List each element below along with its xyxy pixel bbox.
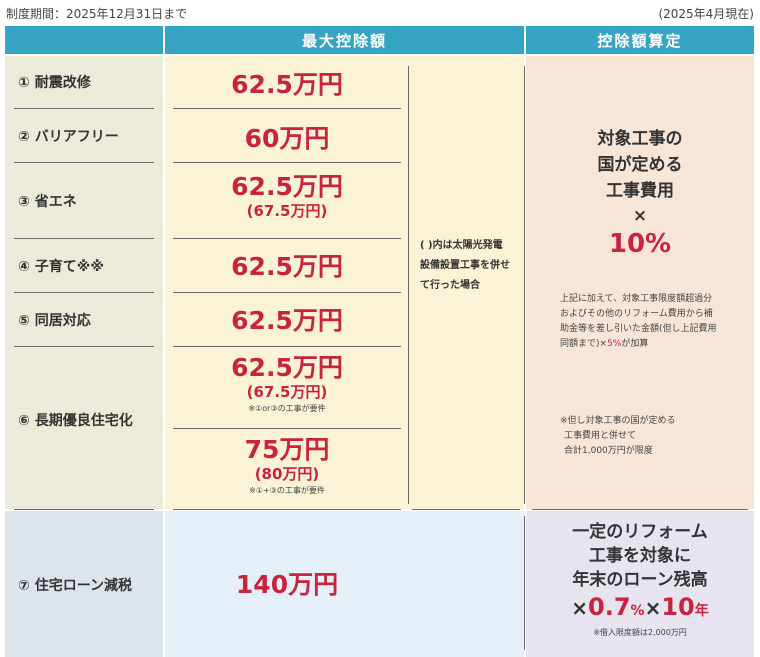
amount-value: 62.5万円 <box>231 306 343 335</box>
limit-note-line: 合計1,000万円が限度 <box>564 446 653 456</box>
amount-seismic: 62.5万円 <box>173 70 401 100</box>
loan-years: 10 <box>661 593 695 621</box>
divider <box>173 346 401 347</box>
divider <box>173 162 401 163</box>
item-child-rearing: ④ 子育て※※ <box>18 259 104 275</box>
loan-limit-note: ※借入限度額は2,000万円 <box>593 628 687 637</box>
loan-item-cell <box>5 511 163 657</box>
divider <box>173 238 401 239</box>
loan-line: 年末のローン残高 <box>572 570 708 590</box>
amount-solar-value: (67.5万円) <box>246 202 328 220</box>
item-energy-saving: ③ 省エネ <box>18 194 77 210</box>
times-sign: × <box>644 596 662 620</box>
loan-years-unit: 年 <box>694 603 709 619</box>
amount-child-rearing: 62.5万円 <box>173 252 401 282</box>
amount-value: 62.5万円 <box>231 353 343 382</box>
item-barrier-free: ② バリアフリー <box>18 129 119 145</box>
formula-line: 国が定める <box>597 155 683 175</box>
header-blank <box>5 26 163 54</box>
divider <box>14 108 154 109</box>
amount-value: 62.5万円 <box>231 252 343 281</box>
header-max-deduction: 最大控除額 <box>165 26 524 54</box>
divider <box>408 66 409 504</box>
loan-amount-cell <box>165 511 524 657</box>
loan-rate: 0.7 <box>588 593 631 621</box>
divider <box>524 66 525 504</box>
amount-solar-value: (80万円) <box>254 465 320 483</box>
amount-long-term-b: 75万円 (80万円) ※①+③の工事が要件 <box>173 435 401 496</box>
item-column <box>5 56 163 509</box>
item-mortgage-tax: ⑦ 住宅ローン減税 <box>18 578 133 594</box>
amount-mortgage: 140万円 <box>173 570 401 600</box>
divider <box>14 292 154 293</box>
formula-times: × <box>632 206 648 226</box>
amount-value: 140万円 <box>235 570 339 599</box>
item-cohabitation: ⑤ 同居対応 <box>18 313 91 329</box>
limit-note-line: ※但し対象工事の国が定める <box>560 416 676 426</box>
amount-value: 60万円 <box>244 124 330 153</box>
limit-note: ※但し対象工事の国が定める 工事費用と併せて 合計1,000万円が限度 <box>560 414 720 459</box>
divider <box>14 162 154 163</box>
deduction-formula: 対象工事の 国が定める 工事費用 × 10% <box>526 126 754 260</box>
limit-note-line: 工事費用と併せて <box>564 431 637 441</box>
loan-rate-line: ×0.7%×10年 <box>526 592 754 626</box>
amount-energy-saving: 62.5万円 (67.5万円) <box>173 172 401 220</box>
additional-note-end: が加算 <box>621 339 649 349</box>
divider <box>173 428 401 429</box>
formula-column <box>526 56 754 509</box>
divider <box>14 346 154 347</box>
amount-value: 62.5万円 <box>231 70 343 99</box>
solar-note-line: ( )内は太陽光発電 <box>420 240 503 251</box>
item-long-term-quality: ⑥ 長期優良住宅化 <box>18 413 133 429</box>
formula-line: 工事費用 <box>606 181 674 201</box>
divider <box>14 238 154 239</box>
times-sign: × <box>571 596 589 620</box>
divider <box>173 292 401 293</box>
divider <box>173 108 401 109</box>
amount-requirement-note: ※①+③の工事が要件 <box>249 486 325 495</box>
divider <box>14 509 154 510</box>
loan-line: 工事を対象に <box>589 546 691 566</box>
as-of-date: (2025年4月現在) <box>658 7 754 21</box>
divider <box>412 509 520 510</box>
amount-solar-value: (67.5万円) <box>246 383 328 401</box>
solar-note-line: 設備設置工事を併せ <box>420 260 510 271</box>
divider <box>524 516 525 650</box>
loan-formula: 一定のリフォーム 工事を対象に 年末のローン残高 ×0.7%×10年 ※借入限度… <box>526 520 754 640</box>
amount-barrier-free: 60万円 <box>173 124 401 154</box>
amount-value: 75万円 <box>244 435 330 464</box>
amount-requirement-note: ※①or③の工事が要件 <box>248 404 326 413</box>
amount-column <box>165 56 524 509</box>
formula-line: 対象工事の <box>597 129 683 149</box>
loan-formula-cell <box>526 511 754 657</box>
header-deduction-calc: 控除額算定 <box>526 26 754 54</box>
amount-value: 62.5万円 <box>231 172 343 201</box>
solar-note: ( )内は太陽光発電 設備設置工事を併せ て行った場合 <box>420 236 520 296</box>
period-text: 制度期間：2025年12月31日まで <box>6 7 188 21</box>
divider <box>173 509 401 510</box>
additional-note: 上記に加えて、対象工事限度額超過分およびその他のリフォーム費用から補助金等を差し… <box>560 292 720 352</box>
divider <box>532 509 748 510</box>
formula-rate: 10% <box>608 229 672 259</box>
amount-long-term-a: 62.5万円 (67.5万円) ※①or③の工事が要件 <box>173 353 401 414</box>
additional-rate: 5% <box>607 339 622 349</box>
item-seismic: ① 耐震改修 <box>18 75 91 91</box>
additional-note-text: 上記に加えて、対象工事限度額超過分およびその他のリフォーム費用から補助金等を差し… <box>560 294 717 349</box>
loan-line: 一定のリフォーム <box>572 522 708 542</box>
loan-rate-unit: % <box>630 603 645 619</box>
amount-cohabitation: 62.5万円 <box>173 306 401 336</box>
solar-note-line: て行った場合 <box>420 280 480 291</box>
